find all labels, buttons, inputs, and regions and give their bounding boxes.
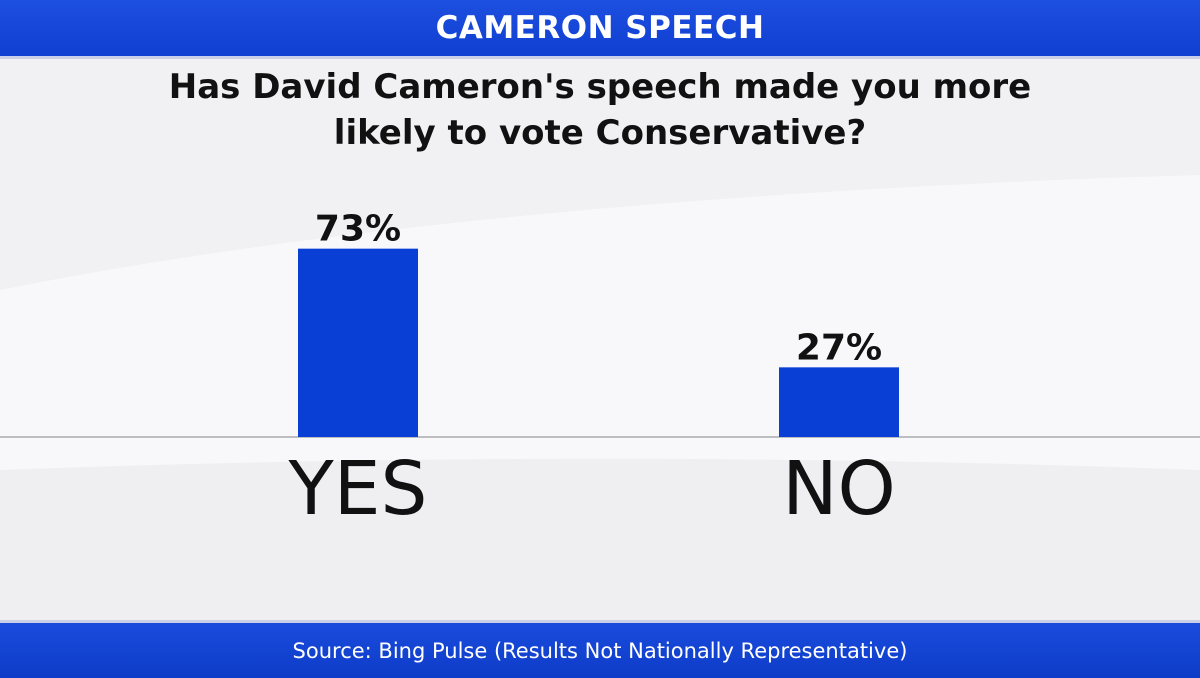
- source-note: Source: Bing Pulse (Results Not National…: [292, 638, 908, 663]
- data-label-no: 27%: [796, 327, 882, 368]
- data-label-yes: 73%: [315, 209, 401, 250]
- category-label-yes: YES: [288, 446, 428, 532]
- header-title: CAMERON SPEECH: [435, 10, 765, 46]
- question-text: Has David Cameron's speech made you more…: [100, 64, 1100, 156]
- bar-no: [779, 367, 899, 437]
- footer-bar: Source: Bing Pulse (Results Not National…: [0, 620, 1200, 678]
- header-bar: CAMERON SPEECH: [0, 0, 1200, 59]
- question-line-2: likely to vote Conservative?: [333, 113, 867, 153]
- bar-yes: [298, 248, 418, 437]
- category-label-no: NO: [782, 446, 896, 532]
- question-line-1: Has David Cameron's speech made you more: [168, 67, 1032, 107]
